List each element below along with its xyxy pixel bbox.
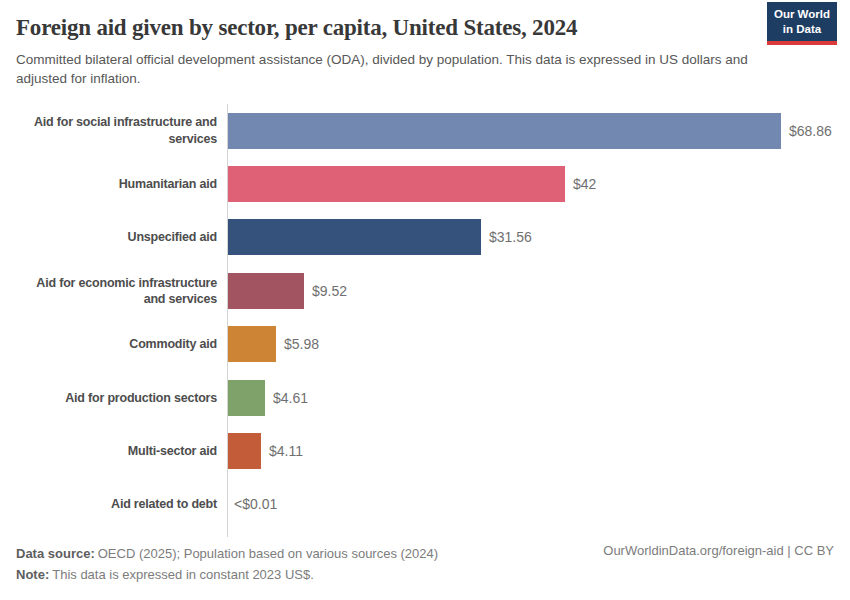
owid-logo[interactable]: Our World in Data xyxy=(767,2,837,45)
bar-unspecified-aid[interactable] xyxy=(228,219,481,255)
footer-note-label: Note: xyxy=(16,567,49,582)
footer-source-note: Data source:OECD (2025); Population base… xyxy=(16,543,438,585)
footer-source-line: Data source:OECD (2025); Population base… xyxy=(16,543,438,564)
owid-logo-line2: in Data xyxy=(774,22,830,37)
value-label: $31.56 xyxy=(489,229,532,245)
bar-humanitarian-aid[interactable] xyxy=(228,166,565,202)
bar-commodity-aid[interactable] xyxy=(228,326,276,362)
category-label: Aid for production sectors xyxy=(16,390,227,406)
plot-area: $42 xyxy=(227,157,850,210)
chart-footer: Data source:OECD (2025); Population base… xyxy=(16,543,834,585)
chart-canvas: Foreign aid given by sector, per capita,… xyxy=(0,0,850,600)
plot-area: $4.11 xyxy=(227,424,850,477)
value-label: $5.98 xyxy=(284,336,319,352)
bar-aid-for-economic-infrastructure-and-services[interactable] xyxy=(228,273,304,309)
chart-title: Foreign aid given by sector, per capita,… xyxy=(16,14,834,42)
footer-source-label: Data source: xyxy=(16,546,95,561)
value-label: $9.52 xyxy=(312,283,347,299)
category-label: Commodity aid xyxy=(16,336,227,352)
bar-multi-sector-aid[interactable] xyxy=(228,433,261,469)
plot-area: <$0.01 xyxy=(227,478,850,531)
plot-area: $9.52 xyxy=(227,264,850,317)
bar-chart: Aid for social infrastructure and servic… xyxy=(16,104,850,531)
value-label: $68.86 xyxy=(789,123,832,139)
chart-row: Humanitarian aid $42 xyxy=(16,157,850,210)
bar-aid-for-production-sectors[interactable] xyxy=(228,380,265,416)
chart-subtitle: Committed bilateral official development… xyxy=(16,50,754,89)
footer-note-text: This data is expressed in constant 2023 … xyxy=(52,567,314,582)
bar-aid-for-social-infrastructure-and-services[interactable] xyxy=(228,113,781,149)
owid-logo-line1: Our World xyxy=(774,7,830,22)
plot-area: $4.61 xyxy=(227,371,850,424)
plot-area: $68.86 xyxy=(227,104,850,157)
footer-link[interactable]: OurWorldinData.org/foreign-aid | CC BY xyxy=(603,543,834,558)
value-label: $4.61 xyxy=(273,390,308,406)
value-label: $42 xyxy=(573,176,596,192)
axis-line-tail xyxy=(227,531,228,537)
category-label: Multi-sector aid xyxy=(16,443,227,459)
category-label: Aid for social infrastructure and servic… xyxy=(16,114,227,147)
chart-row: Aid for social infrastructure and servic… xyxy=(16,104,850,157)
category-label: Aid related to debt xyxy=(16,496,227,512)
plot-area: $31.56 xyxy=(227,211,850,264)
chart-header: Foreign aid given by sector, per capita,… xyxy=(16,0,834,89)
value-label: $4.11 xyxy=(269,443,303,459)
chart-row: Commodity aid $5.98 xyxy=(16,318,850,371)
chart-row: Aid related to debt <$0.01 xyxy=(16,478,850,531)
footer-source-text: OECD (2025); Population based on various… xyxy=(98,546,438,561)
value-label: <$0.01 xyxy=(234,496,277,512)
category-label: Aid for economic infrastructure and serv… xyxy=(16,275,227,308)
chart-row: Aid for economic infrastructure and serv… xyxy=(16,264,850,317)
category-label: Humanitarian aid xyxy=(16,176,227,192)
category-label: Unspecified aid xyxy=(16,229,227,245)
chart-row: Aid for production sectors $4.61 xyxy=(16,371,850,424)
chart-row: Multi-sector aid $4.11 xyxy=(16,424,850,477)
footer-note-line: Note:This data is expressed in constant … xyxy=(16,564,438,585)
plot-area: $5.98 xyxy=(227,318,850,371)
chart-row: Unspecified aid $31.56 xyxy=(16,211,850,264)
